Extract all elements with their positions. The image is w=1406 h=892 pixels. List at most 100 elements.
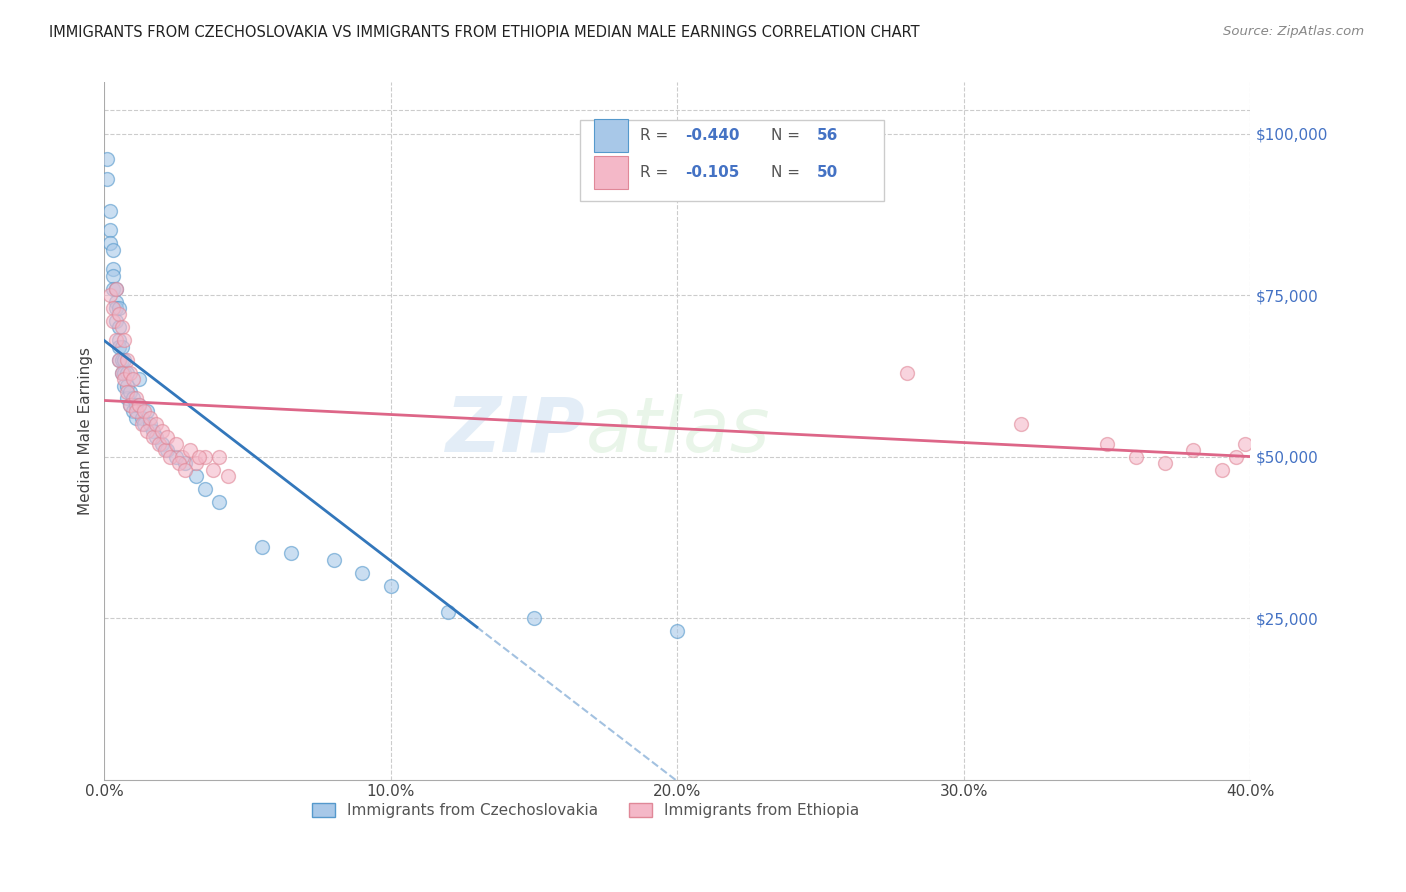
Point bbox=[117, 384, 139, 399]
Point bbox=[114, 334, 136, 348]
Point bbox=[128, 398, 150, 412]
Point bbox=[125, 410, 148, 425]
Point bbox=[114, 366, 136, 380]
Point bbox=[150, 436, 173, 450]
Point bbox=[523, 611, 546, 625]
Point bbox=[120, 398, 142, 412]
Point bbox=[179, 443, 201, 458]
Point bbox=[128, 398, 150, 412]
Point bbox=[184, 456, 207, 470]
Point bbox=[1125, 450, 1147, 464]
Point bbox=[117, 392, 139, 406]
Point bbox=[104, 314, 127, 328]
Point bbox=[145, 417, 167, 432]
Point bbox=[322, 553, 344, 567]
Point bbox=[380, 579, 402, 593]
Point bbox=[128, 372, 150, 386]
Point bbox=[139, 417, 162, 432]
Point bbox=[153, 443, 176, 458]
Point bbox=[107, 334, 129, 348]
Bar bbox=[593, 119, 628, 153]
Point bbox=[187, 450, 209, 464]
Point bbox=[98, 223, 121, 237]
Point bbox=[110, 320, 132, 334]
Text: 56: 56 bbox=[817, 128, 838, 143]
Point bbox=[145, 430, 167, 444]
Point bbox=[104, 282, 127, 296]
Point bbox=[117, 352, 139, 367]
Point bbox=[120, 398, 142, 412]
Point bbox=[110, 366, 132, 380]
Point bbox=[139, 410, 162, 425]
Point bbox=[117, 366, 139, 380]
Point bbox=[150, 424, 173, 438]
Point bbox=[194, 482, 217, 496]
Point bbox=[98, 288, 121, 302]
Point bbox=[120, 384, 142, 399]
FancyBboxPatch shape bbox=[581, 120, 884, 201]
Point bbox=[107, 308, 129, 322]
Point bbox=[136, 424, 159, 438]
Point bbox=[101, 268, 124, 283]
Point bbox=[101, 301, 124, 315]
Point bbox=[1010, 417, 1032, 432]
Point bbox=[101, 243, 124, 257]
Text: N =: N = bbox=[772, 165, 806, 180]
Legend: Immigrants from Czechoslovakia, Immigrants from Ethiopia: Immigrants from Czechoslovakia, Immigran… bbox=[307, 797, 866, 824]
Point bbox=[107, 340, 129, 354]
Text: Source: ZipAtlas.com: Source: ZipAtlas.com bbox=[1223, 25, 1364, 38]
Point bbox=[96, 171, 118, 186]
Point bbox=[101, 262, 124, 277]
Y-axis label: Median Male Earnings: Median Male Earnings bbox=[79, 347, 93, 515]
Point bbox=[131, 417, 153, 432]
Text: atlas: atlas bbox=[586, 393, 770, 467]
Point bbox=[114, 352, 136, 367]
Point bbox=[114, 378, 136, 392]
Point bbox=[107, 301, 129, 315]
Point bbox=[1182, 443, 1205, 458]
Point bbox=[98, 236, 121, 251]
Point bbox=[1097, 436, 1119, 450]
Point bbox=[122, 392, 145, 406]
Point bbox=[208, 495, 231, 509]
Point bbox=[184, 469, 207, 483]
Point bbox=[110, 366, 132, 380]
Point bbox=[352, 566, 374, 580]
Point bbox=[104, 282, 127, 296]
Point bbox=[122, 404, 145, 418]
Point bbox=[156, 443, 179, 458]
Point bbox=[159, 450, 181, 464]
Text: R =: R = bbox=[640, 165, 678, 180]
Point bbox=[134, 404, 156, 418]
Point bbox=[165, 450, 187, 464]
Point bbox=[131, 410, 153, 425]
Point bbox=[101, 314, 124, 328]
Point bbox=[173, 462, 195, 476]
Point bbox=[1233, 436, 1256, 450]
Point bbox=[896, 366, 918, 380]
Point bbox=[142, 430, 165, 444]
Point bbox=[208, 450, 231, 464]
Point bbox=[194, 450, 217, 464]
Point bbox=[1153, 456, 1175, 470]
Point bbox=[250, 540, 273, 554]
Point bbox=[110, 352, 132, 367]
Point bbox=[107, 352, 129, 367]
Point bbox=[125, 392, 148, 406]
Point bbox=[114, 372, 136, 386]
Point bbox=[165, 436, 187, 450]
Bar bbox=[593, 156, 628, 189]
Text: R =: R = bbox=[640, 128, 672, 143]
Point bbox=[202, 462, 225, 476]
Point bbox=[107, 320, 129, 334]
Point bbox=[122, 372, 145, 386]
Point bbox=[156, 430, 179, 444]
Point bbox=[104, 334, 127, 348]
Point bbox=[1211, 462, 1233, 476]
Text: IMMIGRANTS FROM CZECHOSLOVAKIA VS IMMIGRANTS FROM ETHIOPIA MEDIAN MALE EARNINGS : IMMIGRANTS FROM CZECHOSLOVAKIA VS IMMIGR… bbox=[49, 25, 920, 40]
Point bbox=[173, 456, 195, 470]
Text: ZIP: ZIP bbox=[446, 393, 586, 467]
Point bbox=[136, 404, 159, 418]
Point bbox=[96, 153, 118, 167]
Point bbox=[104, 301, 127, 315]
